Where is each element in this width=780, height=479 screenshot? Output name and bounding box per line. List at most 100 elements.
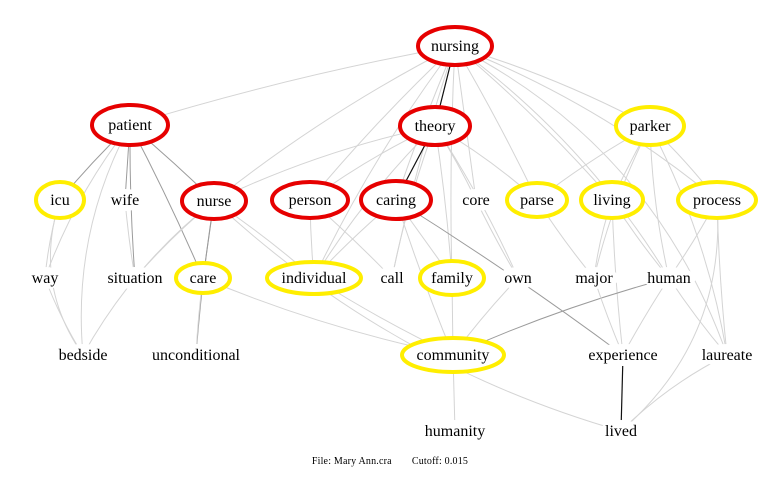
edge-nurse-lived bbox=[213, 200, 622, 432]
node-label-patient: patient bbox=[108, 117, 152, 134]
node-label-family: family bbox=[431, 270, 473, 287]
edge-nursing-family bbox=[450, 45, 456, 279]
node-label-living: living bbox=[593, 192, 630, 209]
node-label-nurse: nurse bbox=[197, 193, 232, 210]
node-backing bbox=[420, 420, 490, 442]
node-parse[interactable]: parse bbox=[505, 181, 569, 219]
node-parker[interactable]: parker bbox=[614, 105, 686, 147]
node-core[interactable]: core bbox=[454, 189, 498, 211]
edge-human-laureate bbox=[668, 277, 728, 356]
node-label-process: process bbox=[693, 192, 741, 209]
node-situation[interactable]: situation bbox=[102, 267, 168, 289]
node-label-wife: wife bbox=[111, 192, 139, 209]
node-label-community: community bbox=[417, 347, 490, 364]
node-backing bbox=[695, 344, 759, 366]
node-label-unconditional: unconditional bbox=[152, 347, 241, 364]
node-lived[interactable]: lived bbox=[600, 420, 642, 442]
node-family[interactable]: family bbox=[418, 259, 486, 297]
node-label-icu: icu bbox=[50, 192, 70, 209]
node-label-experience: experience bbox=[588, 347, 657, 364]
edge-patient-bedside bbox=[80, 124, 131, 356]
node-icu[interactable]: icu bbox=[34, 180, 86, 220]
yellow-ring bbox=[676, 180, 758, 220]
node-patient[interactable]: patient bbox=[90, 103, 170, 147]
node-label-individual: individual bbox=[282, 270, 347, 287]
node-community[interactable]: community bbox=[400, 336, 506, 374]
yellow-ring bbox=[579, 180, 645, 220]
node-label-bedside: bedside bbox=[59, 347, 108, 364]
node-label-person: person bbox=[289, 192, 332, 209]
status-bar: File: Mary Ann.cra Cutoff: 0.015 bbox=[0, 456, 780, 467]
node-backing bbox=[25, 267, 65, 289]
node-caring[interactable]: caring bbox=[359, 179, 433, 221]
node-backing bbox=[102, 267, 168, 289]
node-label-caring: caring bbox=[376, 192, 416, 209]
red-ring bbox=[180, 181, 248, 221]
red-ring bbox=[398, 105, 472, 147]
node-backing bbox=[569, 267, 619, 289]
node-label-major: major bbox=[575, 270, 613, 287]
edge-way-bedside bbox=[44, 277, 84, 356]
node-label-humanity: humanity bbox=[425, 423, 485, 440]
edge-nursing-nurse bbox=[213, 45, 456, 202]
node-label-theory: theory bbox=[415, 118, 456, 135]
edge-wife-situation bbox=[124, 199, 136, 279]
yellow-ring bbox=[418, 259, 486, 297]
node-label-way: way bbox=[32, 270, 59, 287]
yellow-ring bbox=[265, 260, 363, 296]
node-label-core: core bbox=[462, 192, 490, 209]
node-backing bbox=[642, 267, 696, 289]
red-ring bbox=[90, 103, 170, 147]
node-backing bbox=[454, 189, 498, 211]
node-label-care: care bbox=[190, 270, 217, 287]
edge-experience-lived bbox=[620, 354, 624, 432]
node-experience[interactable]: experience bbox=[583, 344, 663, 366]
node-label-lived: lived bbox=[605, 423, 637, 440]
edge-nursing-human bbox=[454, 45, 670, 279]
node-wife[interactable]: wife bbox=[105, 189, 145, 211]
node-way[interactable]: way bbox=[25, 267, 65, 289]
node-call[interactable]: call bbox=[374, 267, 410, 289]
node-human[interactable]: human bbox=[642, 267, 696, 289]
node-bedside[interactable]: bedside bbox=[53, 344, 113, 366]
node-major[interactable]: major bbox=[569, 267, 619, 289]
node-process[interactable]: process bbox=[676, 180, 758, 220]
node-backing bbox=[498, 267, 538, 289]
edge-process-lived bbox=[620, 199, 719, 432]
node-nursing[interactable]: nursing bbox=[416, 25, 494, 67]
node-laureate[interactable]: laureate bbox=[695, 344, 759, 366]
node-theory[interactable]: theory bbox=[398, 105, 472, 147]
edge-nursing-call bbox=[391, 45, 456, 279]
yellow-ring bbox=[505, 181, 569, 219]
edge-laureate-lived bbox=[620, 354, 728, 432]
node-label-call: call bbox=[380, 270, 404, 287]
node-unconditional[interactable]: unconditional bbox=[147, 344, 245, 366]
yellow-ring bbox=[614, 105, 686, 147]
edge-nursing-living bbox=[454, 45, 613, 201]
node-humanity[interactable]: humanity bbox=[420, 420, 490, 442]
node-nurse[interactable]: nurse bbox=[180, 181, 248, 221]
node-label-situation: situation bbox=[107, 270, 162, 287]
node-label-own: own bbox=[504, 270, 532, 287]
edge-nursing-individual bbox=[313, 45, 456, 279]
yellow-ring bbox=[400, 336, 506, 374]
red-ring bbox=[270, 180, 350, 220]
node-label-parker: parker bbox=[630, 118, 672, 135]
red-ring bbox=[359, 179, 433, 221]
node-label-human: human bbox=[647, 270, 691, 287]
node-person[interactable]: person bbox=[270, 180, 350, 220]
edge-parker-laureate bbox=[649, 125, 728, 356]
edge-nursing-process bbox=[454, 45, 718, 201]
node-label-parse: parse bbox=[520, 192, 554, 209]
cutoff-label: Cutoff: 0.015 bbox=[411, 456, 469, 467]
node-care[interactable]: care bbox=[174, 261, 232, 295]
node-living[interactable]: living bbox=[579, 180, 645, 220]
node-backing bbox=[583, 344, 663, 366]
node-backing bbox=[53, 344, 113, 366]
node-own[interactable]: own bbox=[498, 267, 538, 289]
edge-nursing-patient bbox=[129, 45, 456, 126]
node-individual[interactable]: individual bbox=[265, 260, 363, 296]
file-label: File: Mary Ann.cra bbox=[311, 456, 392, 467]
